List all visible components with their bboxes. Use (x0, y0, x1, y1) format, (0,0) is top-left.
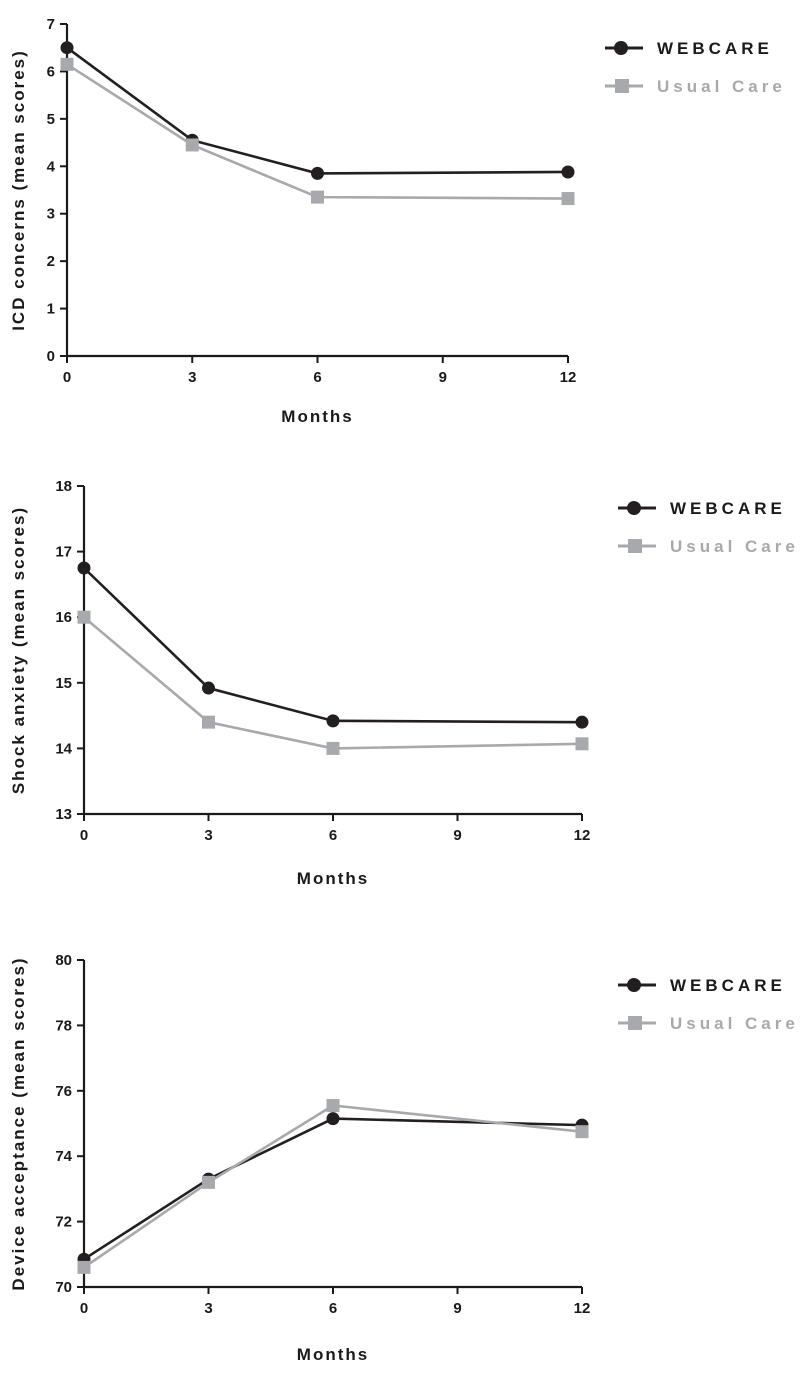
legend-item: Usual Care (618, 537, 799, 556)
series-line (83, 1117, 583, 1261)
data-point (326, 1112, 340, 1126)
x-tick-label: 12 (574, 1300, 591, 1317)
y-tick-label: 2 (47, 253, 55, 270)
y-tick-label: 70 (55, 1279, 72, 1296)
x-tick-label: 6 (313, 369, 321, 386)
x-axis-title: Months (297, 869, 369, 888)
series-line (83, 567, 583, 724)
data-point (60, 57, 74, 71)
data-point (311, 166, 324, 180)
legend-item: WEBCARE (618, 499, 786, 518)
x-axis-title: Months (281, 407, 353, 426)
x-tick-label: 6 (329, 1300, 337, 1317)
x-tick-label: 3 (204, 1300, 212, 1317)
y-tick-label: 15 (55, 675, 72, 692)
y-tick-label: 17 (55, 544, 72, 561)
legend-marker (615, 79, 629, 93)
y-tick-label: 14 (55, 740, 72, 757)
legend-item: WEBCARE (618, 976, 786, 995)
data-point (77, 1260, 91, 1274)
y-tick-label: 78 (55, 1017, 72, 1034)
series-webcare (77, 561, 589, 729)
legend-label: Usual Care (670, 537, 799, 556)
data-point (575, 1125, 589, 1139)
data-point (77, 610, 91, 624)
y-tick-label: 80 (55, 952, 72, 969)
chart-panel-2: 13 14 15 16 17 18 0 3 6 9 12 Months Shock anxiety (m… (9, 478, 799, 888)
y-tick-label: 3 (47, 206, 55, 223)
legend-marker (627, 978, 641, 992)
data-point (561, 192, 575, 206)
series-line (66, 63, 569, 200)
legend-marker (628, 1016, 642, 1030)
legend-label: WEBCARE (670, 499, 786, 518)
y-tick-label: 16 (55, 609, 72, 626)
series-line (83, 1104, 583, 1269)
series-usual-care (77, 610, 589, 755)
x-tick-label: 9 (453, 827, 461, 844)
data-point (561, 165, 575, 179)
legend-marker (614, 41, 628, 55)
x-tick-label: 0 (80, 1300, 88, 1317)
legend-label: WEBCARE (657, 39, 773, 58)
y-tick-label: 6 (47, 63, 55, 80)
data-point (60, 41, 74, 55)
data-point (575, 737, 589, 751)
legend-item: WEBCARE (605, 39, 773, 58)
y-axis-title: Device acceptance (mean scores) (9, 956, 28, 1290)
y-tick-label: 1 (47, 301, 55, 318)
data-point (202, 681, 215, 695)
y-tick-label: 13 (55, 806, 72, 823)
x-tick-label: 0 (80, 827, 88, 844)
data-point (185, 138, 199, 152)
series-webcare (77, 1112, 589, 1266)
x-tick-label: 3 (188, 369, 196, 386)
x-tick-label: 12 (560, 369, 577, 386)
series-webcare (60, 41, 575, 180)
legend-label: Usual Care (670, 1014, 799, 1033)
data-point (575, 715, 589, 729)
legend-label: WEBCARE (670, 976, 786, 995)
y-tick-label: 76 (55, 1083, 72, 1100)
data-point (202, 1175, 215, 1189)
y-tick-label: 7 (47, 16, 55, 33)
chart-panel-3: 70 72 74 76 78 80 0 3 6 9 12 Months Device acceptanc… (9, 952, 799, 1364)
y-tick-label: 4 (47, 158, 56, 175)
x-tick-label: 0 (63, 369, 71, 386)
data-point (77, 561, 91, 575)
x-tick-label: 6 (329, 827, 337, 844)
y-tick-label: 5 (47, 111, 55, 128)
y-tick-label: 72 (55, 1214, 72, 1231)
x-tick-label: 9 (439, 369, 447, 386)
y-axis-title: ICD concerns (mean scores) (9, 49, 28, 331)
legend-item: Usual Care (605, 77, 786, 96)
data-point (202, 715, 215, 729)
data-point (326, 1099, 340, 1113)
x-tick-label: 12 (574, 827, 591, 844)
y-tick-label: 74 (55, 1148, 72, 1165)
x-tick-label: 3 (204, 827, 212, 844)
y-tick-label: 0 (47, 348, 55, 365)
data-point (326, 714, 340, 728)
legend-item: Usual Care (618, 1014, 799, 1033)
legend-label: Usual Care (657, 77, 786, 96)
series-usual-care (77, 1099, 589, 1274)
legend-marker (627, 501, 641, 515)
x-axis-title: Months (297, 1345, 369, 1364)
data-point (326, 741, 340, 755)
x-tick-label: 9 (453, 1300, 461, 1317)
series-line (66, 46, 569, 175)
data-point (311, 190, 324, 204)
series-line (83, 616, 583, 750)
legend-marker (628, 539, 642, 553)
y-axis-title: Shock anxiety (mean scores) (9, 506, 28, 794)
y-tick-label: 18 (55, 478, 72, 495)
series-usual-care (60, 57, 575, 206)
